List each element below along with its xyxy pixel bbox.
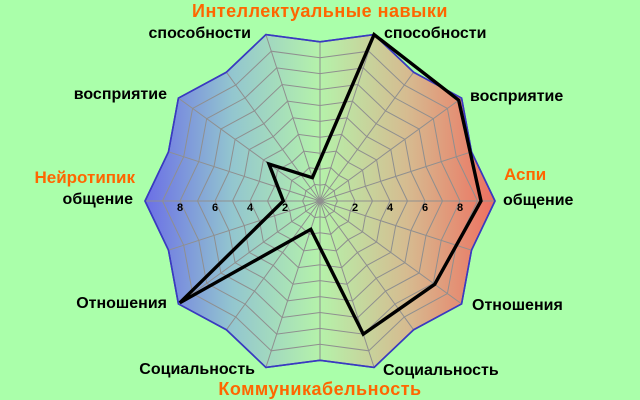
radar-spoke — [319, 34, 375, 202]
radar-spoke — [225, 71, 321, 202]
radar-spoke — [178, 97, 321, 202]
radar-spoke — [178, 200, 321, 305]
radar-outer-border — [144, 33, 496, 369]
tick-label: 6 — [212, 202, 218, 214]
tick-label: 4 — [247, 202, 254, 214]
axis-label-perception-left: восприятие — [73, 86, 167, 103]
radar-spoke — [319, 200, 462, 305]
tick-label: 2 — [352, 202, 358, 214]
axis-label-relationships-left: Отношения — [76, 295, 167, 312]
radar-spoke — [319, 71, 415, 202]
axis-label-communication-left: общение — [62, 191, 133, 208]
radar-spoke — [265, 34, 321, 202]
radar-spoke — [225, 200, 321, 331]
chart-title-bottom: Коммуникабельность — [218, 379, 422, 399]
axis-label-sociality-right: Социальность — [383, 362, 499, 379]
axis-label-abilities-right: способности — [384, 25, 487, 42]
tick-label: 8 — [177, 202, 183, 214]
radar-spoke — [319, 200, 375, 368]
radar-spoke — [319, 151, 472, 202]
chart-title-top: Интеллектуальные навыки — [192, 1, 448, 21]
legend-neurotypical: Нейротипик — [34, 168, 135, 187]
legend-aspie: Аспи — [504, 165, 547, 184]
axis-label-abilities-left: способности — [148, 25, 251, 42]
radar-spoke — [319, 200, 472, 251]
axis-label-communication-right: общение — [503, 192, 574, 209]
axis-label-sociality-left: Социальность — [139, 361, 255, 378]
axis-label-perception-right: восприятие — [470, 88, 564, 105]
tick-label: 4 — [387, 202, 394, 214]
radar-spoke — [168, 151, 321, 202]
tick-label: 6 — [422, 202, 428, 214]
axis-label-relationships-right: Отношения — [472, 297, 563, 314]
tick-label: 8 — [457, 202, 463, 214]
radar-data-polygon — [178, 31, 483, 337]
radar-spoke — [319, 97, 462, 202]
tick-label: 2 — [282, 202, 288, 214]
radar-spoke — [168, 200, 321, 251]
